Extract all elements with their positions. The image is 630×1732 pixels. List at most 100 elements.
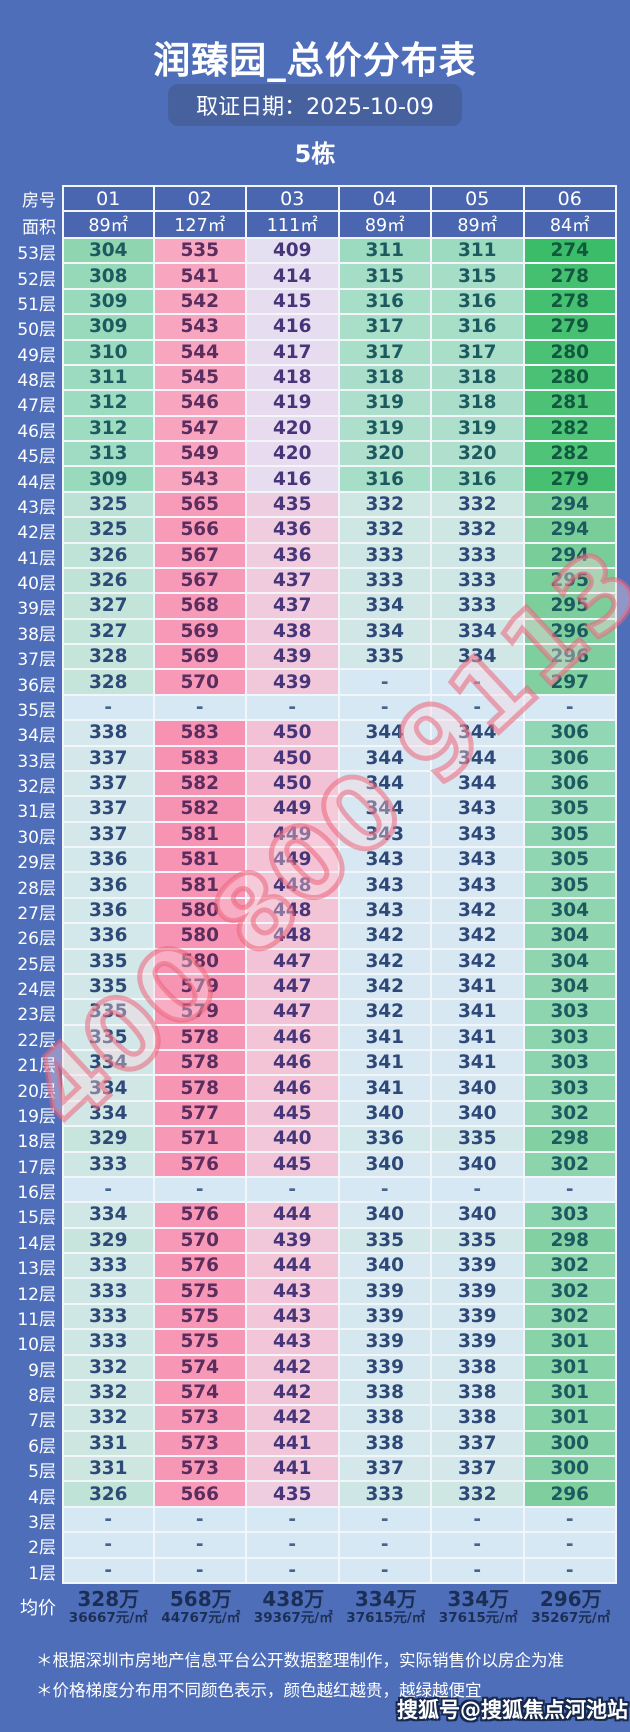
table-row: 32层 337 582 450 344 344 306 <box>6 771 617 798</box>
price-cell: 329 <box>62 1127 155 1153</box>
floor-label: 25层 <box>17 954 56 975</box>
table-row: 27层 336 580 448 343 342 304 <box>6 898 617 925</box>
price-cell: 332 <box>62 1355 155 1381</box>
price-cell: 578 <box>154 1076 247 1102</box>
price-cell: - <box>154 1507 247 1534</box>
price-cell: 344 <box>339 746 432 772</box>
table-row: 37层 328 569 439 335 334 296 <box>6 645 617 671</box>
price-cell: - <box>339 670 432 696</box>
price-cell: 279 <box>524 315 617 341</box>
price-cell: - <box>339 1558 432 1584</box>
price-cell: 282 <box>524 416 617 442</box>
price-cell: 573 <box>154 1406 247 1432</box>
footnotes: ＊根据深圳市房地产信息平台公开数据整理制作，实际销售价以房企为准 ＊价格梯度分布… <box>36 1646 611 1705</box>
price-cell: 339 <box>432 1304 525 1331</box>
floor-label: 31层 <box>17 802 56 823</box>
floor-label: 51层 <box>17 294 56 315</box>
price-cell: 337 <box>432 1431 525 1457</box>
table-row: 11层 333 575 443 339 339 302 <box>6 1304 617 1331</box>
price-cell: 338 <box>339 1380 432 1407</box>
price-cell: 338 <box>62 721 155 747</box>
price-cell: 342 <box>339 924 432 950</box>
price-cell: 274 <box>524 239 617 265</box>
price-cell: 311 <box>432 239 525 265</box>
floor-label: 45层 <box>17 447 56 468</box>
price-cell: 304 <box>524 898 617 925</box>
price-cell: - <box>432 1533 525 1559</box>
table-row: 40层 326 567 437 333 333 295 <box>6 568 617 595</box>
price-cell: 448 <box>247 924 340 950</box>
price-cell: 341 <box>339 1025 432 1051</box>
price-cell: 333 <box>62 1254 155 1280</box>
price-cell: 333 <box>339 543 432 569</box>
price-cell: 301 <box>524 1380 617 1407</box>
price-cell: 280 <box>524 340 617 366</box>
price-cell: 340 <box>339 1101 432 1128</box>
price-cell: 447 <box>247 949 340 975</box>
price-cell: 344 <box>339 771 432 798</box>
floor-label: 2层 <box>28 1538 56 1559</box>
table-row: 36层 328 570 439- -297 <box>6 670 617 696</box>
floor-label: 28层 <box>17 878 56 899</box>
table-row: 46层 312 547 420 319 319 282 <box>6 416 617 442</box>
price-cell: 439 <box>247 645 340 671</box>
price-cell: 318 <box>432 391 525 417</box>
price-cell: 575 <box>154 1330 247 1356</box>
price-cell: - <box>432 1558 525 1584</box>
price-cell: 316 <box>432 467 525 493</box>
price-cell: - <box>154 1558 247 1584</box>
average-total-price: 568万 <box>169 1587 232 1611</box>
price-cell: 331 <box>62 1431 155 1457</box>
certificate-date-badge: 取证日期：2025-10-09 <box>168 84 462 126</box>
table-row: 42层 325 566 436 332 332 294 <box>6 518 617 544</box>
publisher-credit: 搜狐号@搜狐焦点河池站 <box>397 1698 628 1722</box>
price-cell: 332 <box>62 1380 155 1407</box>
price-cell: 420 <box>247 416 340 442</box>
price-cell: 567 <box>154 543 247 569</box>
price-cell: 579 <box>154 974 247 1001</box>
average-price-row: 均价 328万 36667元/㎡ 568万 44767元/㎡ 438万 39367元/㎡ 33… <box>6 1588 617 1627</box>
price-cell: 448 <box>247 873 340 899</box>
price-cell: 567 <box>154 568 247 595</box>
price-cell: 578 <box>154 1051 247 1077</box>
price-cell: 579 <box>154 1000 247 1026</box>
floor-label: 37层 <box>17 650 56 671</box>
price-cell: 449 <box>247 797 340 823</box>
floor-label: 34层 <box>17 726 56 747</box>
price-cell: 573 <box>154 1457 247 1483</box>
price-cell: 301 <box>524 1406 617 1432</box>
price-cell: 450 <box>247 721 340 747</box>
price-cell: 545 <box>154 365 247 392</box>
table-row: 3层 - - - - - - <box>6 1507 617 1534</box>
price-cell: 445 <box>247 1152 340 1178</box>
price-cell: 337 <box>62 797 155 823</box>
price-cell: 546 <box>154 391 247 417</box>
table-row: 47层 312 546 419 319 318 281 <box>6 391 617 417</box>
price-cell: 334 <box>62 1203 155 1229</box>
price-cell: 574 <box>154 1355 247 1381</box>
table-row: 52层 308 541 414 315 315 278 <box>6 264 617 290</box>
price-cell: 575 <box>154 1279 247 1305</box>
price-cell: 341 <box>339 1051 432 1077</box>
price-cell: 325 <box>62 518 155 544</box>
average-price-cell: 568万 44767元/㎡ <box>155 1588 248 1627</box>
price-cell: - <box>247 1507 340 1534</box>
area-header: 111㎡ <box>247 212 340 239</box>
table-row: 1层 - - - - - - <box>6 1558 617 1584</box>
table-row: 24层 335 579 447 342 341 304 <box>6 974 617 1001</box>
room-number-header: 01 <box>62 185 155 212</box>
price-cell: 311 <box>339 239 432 265</box>
price-cell: 319 <box>339 391 432 417</box>
price-cell: 576 <box>154 1254 247 1280</box>
table-row: 5层 331 573 441 337 337 300 <box>6 1457 617 1483</box>
floor-label: 11层 <box>17 1309 56 1330</box>
table-row: 39层 327 568 437 334 333 295 <box>6 594 617 620</box>
table-row: 50层 309 543 416 317 316 279 <box>6 315 617 341</box>
price-cell: 419 <box>247 391 340 417</box>
price-cell: - <box>524 695 617 722</box>
price-cell: 437 <box>247 594 340 620</box>
price-cell: 435 <box>247 492 340 519</box>
price-cell: 441 <box>247 1457 340 1483</box>
price-cell: 341 <box>432 1025 525 1051</box>
price-cell: - <box>339 1507 432 1534</box>
